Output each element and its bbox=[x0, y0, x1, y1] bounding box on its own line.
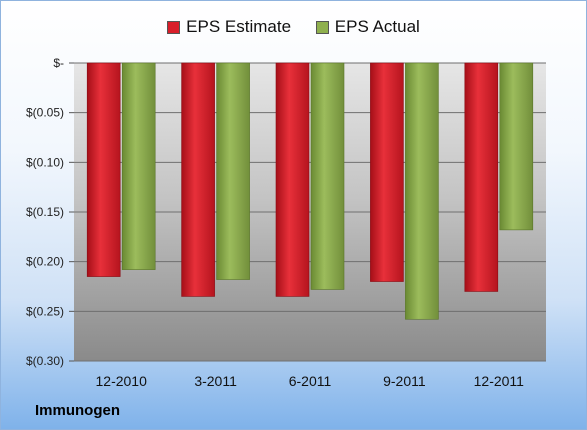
bar-actual bbox=[405, 62, 439, 320]
legend-label-estimate: EPS Estimate bbox=[186, 17, 292, 36]
legend-item-actual: EPS Actual bbox=[315, 17, 420, 37]
y-tick-label: $- bbox=[53, 56, 64, 70]
y-tick-label: $(0.25) bbox=[26, 304, 64, 318]
y-tick-label: $(0.10) bbox=[26, 155, 64, 169]
x-tick-label: 9-2011 bbox=[383, 373, 426, 389]
bar-estimate bbox=[275, 62, 310, 297]
bar-estimate bbox=[370, 62, 404, 282]
bar-estimate bbox=[181, 62, 215, 297]
legend: EPS Estimate EPS Actual bbox=[1, 17, 586, 39]
bar-estimate bbox=[464, 62, 499, 292]
company-name: Immunogen bbox=[35, 402, 120, 419]
x-tick-label: 6-2011 bbox=[289, 373, 332, 389]
y-tick-label: $(0.05) bbox=[26, 106, 64, 120]
y-tick-label: $(0.30) bbox=[26, 354, 64, 368]
bar-actual bbox=[216, 62, 250, 280]
legend-swatch-estimate bbox=[167, 20, 181, 34]
x-tick-label: 3-2011 bbox=[194, 373, 237, 389]
bar-estimate bbox=[86, 62, 121, 277]
legend-swatch-actual bbox=[315, 20, 329, 34]
x-tick-label: 12-2011 bbox=[474, 373, 525, 389]
bar-actual bbox=[499, 62, 534, 231]
bar-actual bbox=[121, 62, 156, 270]
y-tick-label: $(0.20) bbox=[26, 255, 64, 269]
legend-item-estimate: EPS Estimate bbox=[167, 17, 291, 37]
legend-label-actual: EPS Actual bbox=[334, 17, 420, 36]
x-tick-label: 12-2010 bbox=[96, 373, 148, 389]
bar-actual bbox=[310, 62, 345, 290]
y-tick-label: $(0.15) bbox=[26, 205, 64, 219]
